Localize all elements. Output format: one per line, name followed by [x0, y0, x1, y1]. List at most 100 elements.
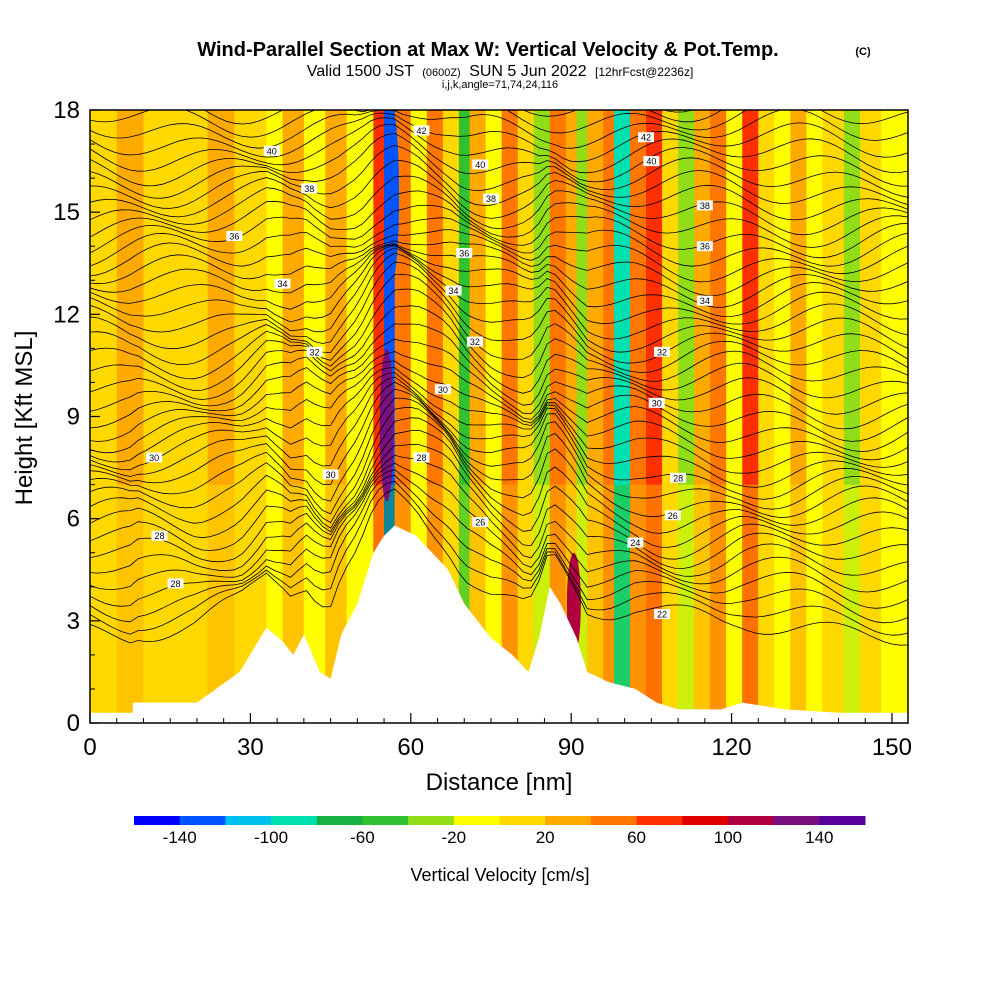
isentrope-line	[90, 240, 908, 297]
isentrope-line	[90, 429, 908, 560]
contour-label-bg	[263, 145, 280, 156]
velocity-band-lower	[806, 484, 824, 723]
colorbar-tick-label: 60	[627, 828, 646, 847]
contour-label-bg	[413, 452, 430, 463]
contour-label: 28	[154, 531, 164, 541]
contour-label-bg	[466, 336, 483, 347]
potential-temperature-contours	[90, 110, 908, 646]
colorbar-swatch	[819, 816, 866, 825]
x-tick-label: 120	[712, 734, 752, 761]
colorbar: -140 -100 -60 -20 20 60 100 140	[134, 816, 866, 847]
colorbar-swatch	[590, 816, 638, 825]
vertical-velocity-field	[90, 110, 908, 723]
y-tick-label: 15	[53, 199, 80, 226]
velocity-band-lower	[710, 484, 727, 723]
chart-subtitle: Valid 1500 JST (0600Z) SUN 5 Jun 2022 [1…	[307, 63, 694, 80]
chart-title: Wind-Parallel Section at Max W: Vertical…	[197, 39, 778, 61]
contour-labels: 42 40 38 36 34 32 30 28 28 30 30 28 26 40 38 36 34 32 42 40…	[146, 125, 713, 620]
y-tick-label: 18	[53, 97, 80, 124]
isentrope-line	[90, 261, 908, 365]
x-axis-label: Distance [nm]	[426, 769, 573, 796]
velocity-band	[458, 110, 471, 723]
contour-label: 38	[486, 194, 496, 204]
copyright-mark: (C)	[855, 46, 871, 58]
contour-label: 42	[416, 126, 426, 136]
subtitle-date: SUN 5 Jun 2022	[469, 63, 587, 80]
contour-label: 28	[416, 453, 426, 463]
x-tick-label: 60	[397, 734, 424, 761]
contour-label: 30	[149, 453, 159, 463]
terrain-profile	[90, 525, 908, 723]
contour-label-bg	[696, 295, 713, 306]
isentrope-line	[90, 388, 908, 510]
contour-label-bg	[306, 346, 323, 357]
isentrope-line	[90, 123, 908, 187]
contour-label: 40	[646, 157, 656, 167]
contour-label-bg	[654, 609, 671, 620]
contour-label-bg	[151, 530, 168, 541]
velocity-band-lower	[859, 484, 882, 723]
velocity-band-lower	[603, 484, 615, 723]
isentrope-line	[90, 367, 908, 463]
contour-label: 42	[641, 133, 651, 143]
isentrope-line	[90, 112, 908, 163]
isentrope-line	[90, 360, 908, 454]
contour-label-bg	[670, 472, 687, 483]
velocity-band-lower	[646, 484, 663, 723]
velocity-band	[603, 110, 615, 723]
colorbar-tick-label: -20	[442, 828, 467, 847]
colorbar-swatch	[453, 816, 500, 825]
contour-label: 30	[438, 385, 448, 395]
colorbar-swatch	[727, 816, 775, 825]
contour-label: 22	[657, 610, 667, 620]
contour-label-bg	[445, 285, 462, 296]
velocity-band-lower	[116, 484, 145, 723]
isentrope-line	[90, 247, 908, 340]
velocity-band-lower	[694, 484, 711, 723]
isentrope-line	[90, 444, 908, 569]
contour-label: 30	[652, 398, 662, 408]
isentrope-line	[203, 110, 723, 125]
velocity-band-lower	[822, 484, 845, 723]
isentrope-line	[90, 417, 908, 548]
contour-label: 32	[310, 347, 320, 357]
colorbar-tick-label: 140	[805, 828, 833, 847]
velocity-band-lower	[843, 484, 861, 723]
contour-label-bg	[664, 510, 681, 521]
isentrope-line	[90, 110, 908, 149]
contour-label-bg	[696, 200, 713, 211]
colorbar-tick-label: -60	[350, 828, 375, 847]
contour-label: 36	[700, 242, 710, 252]
velocity-band-lower	[662, 484, 679, 723]
isentrope-line	[90, 338, 908, 430]
contour-label: 40	[475, 160, 485, 170]
velocity-band	[565, 110, 578, 723]
subtitle-utc-time: (0600Z)	[422, 67, 461, 79]
contour-label: 28	[673, 473, 683, 483]
velocity-band-lower	[881, 484, 908, 723]
contour-label-bg	[654, 346, 671, 357]
y-tick-label: 3	[67, 608, 80, 635]
velocity-band-lower	[629, 484, 647, 723]
isentrope-line	[90, 397, 908, 518]
colorbar-tick-label: 100	[714, 828, 742, 847]
isentrope-line	[90, 469, 908, 609]
isentrope-line	[90, 376, 908, 488]
contour-label: 34	[277, 279, 287, 289]
isentrope-line	[90, 273, 908, 380]
y-tick-label: 9	[67, 404, 80, 431]
colorbar-swatch	[225, 816, 272, 825]
x-tick-label: 0	[83, 734, 96, 761]
velocity-band-lower	[143, 484, 209, 723]
colorbar-tick-label: -100	[254, 828, 288, 847]
isentrope-line	[90, 175, 908, 236]
velocity-band	[373, 110, 385, 723]
colorbar-swatch	[682, 816, 729, 825]
velocity-band-lower	[587, 484, 604, 723]
velocity-band	[576, 110, 588, 723]
contour-label: 24	[630, 538, 640, 548]
x-tick-label: 90	[558, 734, 585, 761]
isentrope-line	[90, 117, 908, 174]
contour-label: 40	[267, 146, 277, 156]
colorbar-swatch	[773, 816, 820, 825]
